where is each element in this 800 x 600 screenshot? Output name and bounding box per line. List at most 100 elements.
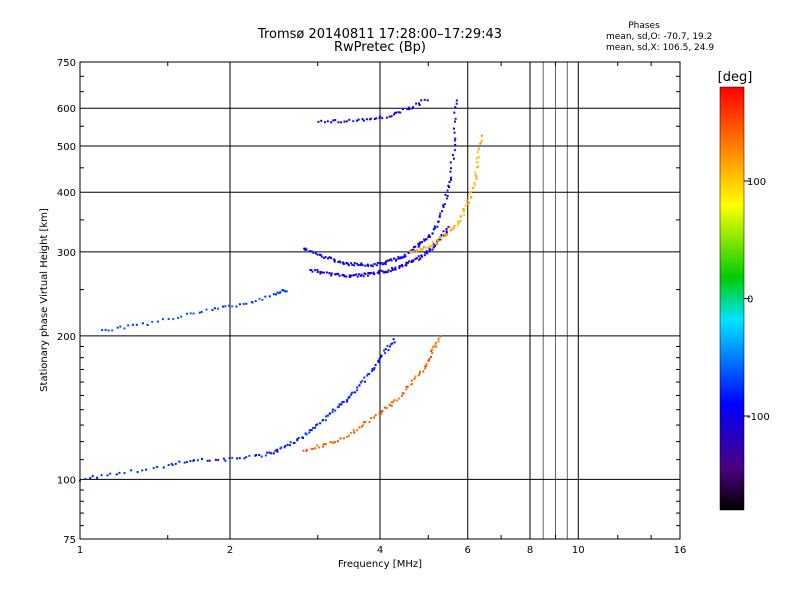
scatter-point — [352, 429, 355, 432]
scatter-point — [450, 228, 453, 231]
scatter-point — [123, 472, 126, 475]
scatter-point — [472, 186, 475, 189]
scatter-point — [369, 417, 372, 420]
scatter-point — [446, 189, 449, 192]
scatter-point — [358, 384, 361, 387]
scatter-point — [373, 416, 376, 419]
scatter-point — [390, 115, 393, 118]
scatter-point — [329, 441, 332, 444]
scatter-point — [414, 375, 417, 378]
scatter-point — [213, 307, 216, 310]
scatter-point — [343, 120, 346, 123]
scatter-point — [328, 272, 331, 275]
scatter-point — [324, 443, 327, 446]
y-tick-label: 75 — [63, 535, 76, 546]
scatter-point — [243, 457, 246, 460]
axis-ticks: 1 2 4 6 8 10 16 75 100 200 300 400 500 600 750 — [57, 58, 686, 556]
scatter-point — [437, 340, 440, 343]
scatter-point — [368, 118, 371, 121]
scatter-point — [432, 246, 435, 249]
scatter-point — [473, 184, 476, 187]
scatter-point — [384, 348, 387, 351]
scatter-point — [268, 295, 271, 298]
scatter-point — [423, 98, 426, 101]
scatter-point — [411, 249, 414, 252]
scatter-point — [386, 344, 389, 347]
scatter-point — [470, 191, 473, 194]
scatter-point — [362, 275, 365, 278]
scatter-point — [445, 197, 448, 200]
scatter-point — [357, 118, 360, 121]
scatter-point — [319, 270, 322, 273]
scatter-point — [362, 424, 365, 427]
scatter-point — [385, 116, 388, 119]
scatter-point — [345, 275, 348, 278]
scatter-point — [412, 106, 415, 109]
scatter-point — [459, 215, 462, 218]
scatter-point — [372, 271, 375, 274]
scatter-point — [381, 270, 384, 273]
scatter-point — [348, 395, 351, 398]
colorbar-tick-label: -100 — [747, 412, 770, 423]
scatter-point — [430, 245, 433, 248]
scatter-point — [341, 401, 344, 404]
scatter-point — [399, 111, 402, 114]
scatter-point — [318, 446, 321, 449]
scatter-point — [402, 255, 405, 258]
scatter-point — [388, 404, 391, 407]
scatter-point — [438, 237, 441, 240]
scatter-point — [367, 372, 370, 375]
scatter-point — [355, 119, 358, 122]
scatter-point — [374, 414, 377, 417]
scatter-point — [304, 432, 307, 435]
scatter-point — [410, 379, 413, 382]
scatter-point — [281, 288, 284, 291]
scatter-point — [408, 108, 411, 111]
x-tick-label: 2 — [227, 545, 233, 556]
scatter-point — [387, 259, 390, 262]
grid-lines — [80, 62, 680, 539]
scatter-point — [439, 236, 442, 239]
scatter-point — [445, 227, 448, 230]
scatter-point — [321, 271, 324, 274]
scatter-point — [410, 261, 413, 264]
scatter-point — [449, 161, 452, 164]
scatter-point — [312, 426, 315, 429]
x-tick-label: 1 — [77, 545, 83, 556]
scatter-point — [293, 442, 296, 445]
scatter-point — [245, 302, 248, 305]
scatter-point — [439, 335, 442, 338]
scatter-point — [394, 268, 397, 271]
scatter-point — [431, 348, 434, 351]
scatter-point — [316, 268, 319, 271]
scatter-point — [248, 454, 251, 457]
scatter-point — [447, 184, 450, 187]
scatter-point — [314, 426, 317, 429]
scatter-point — [385, 271, 388, 274]
scatter-point — [376, 271, 379, 274]
phases-heading: Phases — [628, 21, 660, 31]
scatter-point — [470, 195, 473, 198]
scatter-point — [305, 448, 308, 451]
scatter-point — [339, 437, 342, 440]
scatter-point — [310, 250, 313, 253]
scatter-point — [466, 202, 469, 205]
scatter-point — [337, 260, 340, 263]
scatter-point — [346, 262, 349, 265]
scatter-point — [340, 403, 343, 406]
scatter-point — [422, 245, 425, 248]
scatter-point — [390, 404, 393, 407]
scatter-point — [339, 261, 342, 264]
scatter-point — [367, 264, 370, 267]
scatter-point — [314, 447, 317, 450]
scatter-point — [378, 270, 381, 273]
scatter-point — [135, 323, 138, 326]
x-tick-label: 10 — [572, 545, 585, 556]
scatter-point — [373, 262, 376, 265]
scatter-point — [334, 441, 337, 444]
y-tick-label: 100 — [57, 475, 76, 486]
scatter-point — [450, 176, 453, 179]
scatter-point — [192, 459, 195, 462]
scatter-point — [381, 117, 384, 120]
scatter-point — [200, 458, 203, 461]
